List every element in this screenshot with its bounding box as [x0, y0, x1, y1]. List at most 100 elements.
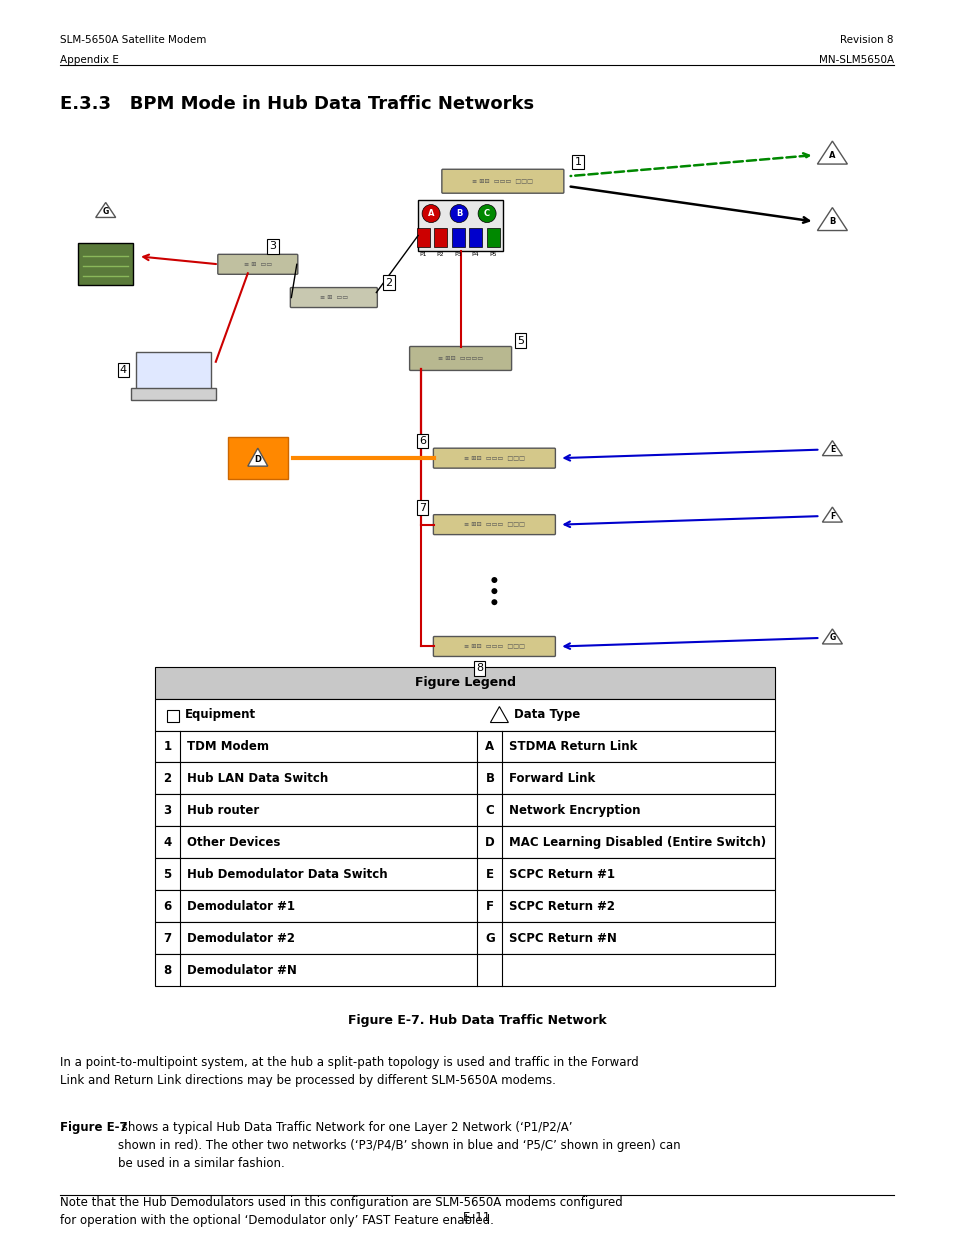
Text: ≡ ⊞⊟  ▭▭▭  □□□: ≡ ⊞⊟ ▭▭▭ □□□	[463, 643, 524, 648]
Text: MAC Learning Disabled (Entire Switch): MAC Learning Disabled (Entire Switch)	[509, 836, 765, 848]
Text: D: D	[484, 836, 495, 848]
Bar	[167, 710, 179, 721]
Text: shows a typical Hub Data Traffic Network for one Layer 2 Network (‘P1/P2/A’
show: shows a typical Hub Data Traffic Network…	[118, 1120, 679, 1170]
FancyBboxPatch shape	[433, 448, 555, 468]
Text: SCPC Return #1: SCPC Return #1	[509, 868, 615, 881]
Text: TDM Modem: TDM Modem	[187, 740, 269, 753]
Polygon shape	[821, 441, 841, 456]
Text: P5: P5	[489, 252, 497, 257]
Text: SLM-5650A Satellite Modem: SLM-5650A Satellite Modem	[60, 35, 206, 44]
Text: 8: 8	[163, 963, 172, 977]
Text: F: F	[485, 899, 494, 913]
Text: Demodulator #1: Demodulator #1	[187, 899, 294, 913]
Text: ≡ ⊞⊟  ▭▭▭▭: ≡ ⊞⊟ ▭▭▭▭	[437, 356, 483, 361]
Bar	[154, 699, 774, 731]
Text: SCPC Return #N: SCPC Return #N	[509, 931, 617, 945]
Text: Hub LAN Data Switch: Hub LAN Data Switch	[187, 772, 328, 785]
Bar	[228, 437, 288, 479]
Text: B: B	[485, 772, 494, 785]
Text: 2: 2	[385, 278, 392, 288]
Text: 1: 1	[163, 740, 172, 753]
Bar	[451, 227, 464, 247]
Bar	[154, 890, 774, 923]
Polygon shape	[817, 141, 846, 164]
Bar	[486, 227, 499, 247]
Text: 3: 3	[163, 804, 172, 816]
Text: G: G	[828, 634, 835, 642]
Text: 3: 3	[269, 241, 276, 252]
Bar	[154, 923, 774, 955]
Text: Figure E-7: Figure E-7	[60, 1120, 128, 1134]
Bar	[154, 731, 774, 762]
Text: A: A	[828, 151, 835, 159]
Bar	[154, 762, 774, 794]
Bar	[469, 227, 481, 247]
Text: D: D	[254, 454, 261, 463]
FancyBboxPatch shape	[433, 515, 555, 535]
Text: Figure Legend: Figure Legend	[414, 676, 515, 689]
Text: Forward Link: Forward Link	[509, 772, 595, 785]
Circle shape	[450, 205, 468, 222]
Bar	[154, 667, 774, 699]
Text: ≡ ⊞  ▭▭: ≡ ⊞ ▭▭	[243, 262, 272, 267]
Bar	[416, 227, 429, 247]
Text: E.3.3   BPM Mode in Hub Data Traffic Networks: E.3.3 BPM Mode in Hub Data Traffic Netwo…	[60, 95, 534, 112]
Text: 5: 5	[517, 336, 523, 346]
Text: 8: 8	[476, 663, 482, 673]
Text: STDMA Return Link: STDMA Return Link	[509, 740, 638, 753]
Bar	[417, 200, 502, 252]
Polygon shape	[821, 508, 841, 522]
Text: G: G	[103, 207, 109, 216]
Text: E–11: E–11	[462, 1210, 491, 1224]
Text: F: F	[829, 511, 834, 521]
Circle shape	[477, 205, 496, 222]
FancyBboxPatch shape	[290, 288, 377, 308]
Text: ≡ ⊞⊟  ▭▭▭  □□□: ≡ ⊞⊟ ▭▭▭ □□□	[472, 179, 533, 184]
Bar	[154, 858, 774, 890]
FancyBboxPatch shape	[217, 254, 297, 274]
Text: 2: 2	[163, 772, 172, 785]
Bar	[154, 794, 774, 826]
Bar	[434, 227, 447, 247]
Text: ≡ ⊞⊟  ▭▭▭  □□□: ≡ ⊞⊟ ▭▭▭ □□□	[463, 456, 524, 461]
Text: 6: 6	[418, 436, 425, 446]
Text: Revision 8: Revision 8	[840, 35, 893, 44]
Text: ≡ ⊞  ▭▭: ≡ ⊞ ▭▭	[319, 295, 348, 300]
Text: Equipment: Equipment	[185, 708, 255, 721]
Text: Data Type: Data Type	[514, 708, 580, 721]
Text: P2: P2	[436, 252, 444, 257]
Text: B: B	[456, 209, 462, 219]
Text: ≡ ⊞⊟  ▭▭▭  □□□: ≡ ⊞⊟ ▭▭▭ □□□	[463, 522, 524, 527]
Text: Figure E-7. Hub Data Traffic Network: Figure E-7. Hub Data Traffic Network	[347, 1014, 606, 1028]
Circle shape	[491, 599, 497, 605]
Text: 4: 4	[163, 836, 172, 848]
Text: MN-SLM5650A: MN-SLM5650A	[818, 54, 893, 65]
Text: Demodulator #N: Demodulator #N	[187, 963, 296, 977]
Polygon shape	[817, 207, 846, 231]
Text: Hub Demodulator Data Switch: Hub Demodulator Data Switch	[187, 868, 387, 881]
Bar	[154, 955, 774, 986]
FancyBboxPatch shape	[409, 347, 511, 370]
Text: P4: P4	[472, 252, 479, 257]
Text: Demodulator #2: Demodulator #2	[187, 931, 294, 945]
Text: E: E	[829, 445, 834, 454]
Text: B: B	[828, 217, 835, 226]
Text: SCPC Return #2: SCPC Return #2	[509, 899, 615, 913]
Bar	[131, 388, 215, 400]
Text: 7: 7	[163, 931, 172, 945]
Polygon shape	[821, 629, 841, 643]
Text: 5: 5	[163, 868, 172, 881]
Text: Other Devices: Other Devices	[187, 836, 280, 848]
Polygon shape	[490, 706, 508, 722]
Text: 1: 1	[574, 157, 580, 167]
Text: C: C	[485, 804, 494, 816]
Text: A: A	[485, 740, 494, 753]
Text: P3: P3	[454, 252, 461, 257]
Text: Note that the Hub Demodulators used in this configuration are SLM-5650A modems c: Note that the Hub Demodulators used in t…	[60, 1195, 622, 1226]
Text: P1: P1	[419, 252, 426, 257]
FancyBboxPatch shape	[433, 636, 555, 657]
Text: G: G	[484, 931, 495, 945]
Circle shape	[421, 205, 439, 222]
Circle shape	[491, 577, 497, 583]
Text: 4: 4	[120, 364, 127, 374]
